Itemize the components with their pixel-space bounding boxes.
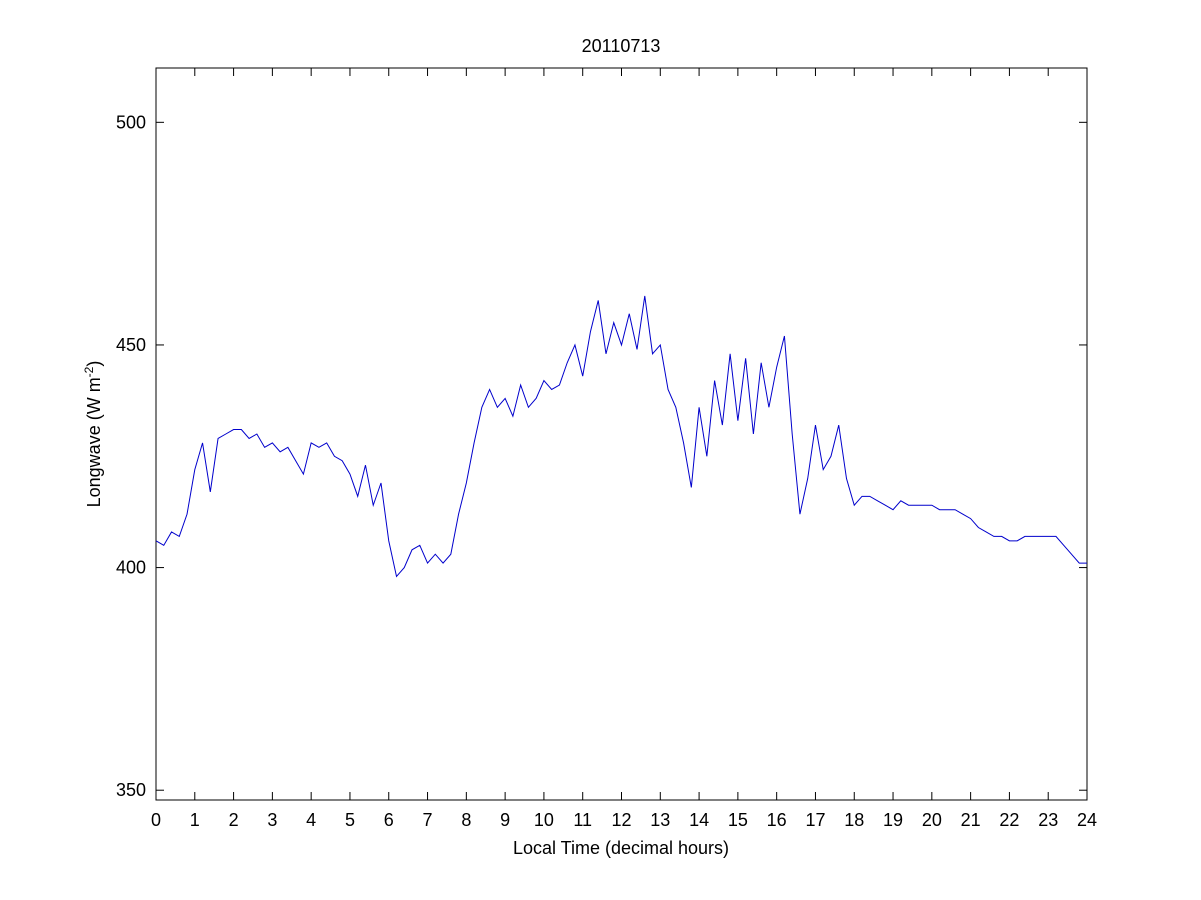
x-tick-label: 9	[500, 810, 510, 830]
y-axis-label-suffix: )	[84, 361, 104, 367]
x-axis-label: Local Time (decimal hours)	[513, 838, 729, 858]
y-tick-label: 350	[116, 780, 146, 800]
x-tick-label: 11	[573, 810, 592, 830]
x-tick-label: 22	[999, 810, 1019, 830]
x-tick-label: 7	[423, 810, 433, 830]
x-tick-label: 10	[534, 810, 554, 830]
x-tick-label: 12	[611, 810, 631, 830]
x-tick-label: 4	[306, 810, 316, 830]
x-tick-label: 0	[151, 810, 161, 830]
x-tick-label: 1	[190, 810, 200, 830]
x-tick-label: 16	[767, 810, 787, 830]
x-tick-label: 19	[883, 810, 903, 830]
y-tick-label: 400	[116, 558, 146, 578]
y-tick-label: 500	[116, 112, 146, 132]
y-tick-label: 450	[116, 335, 146, 355]
x-tick-label: 8	[461, 810, 471, 830]
data-line	[155, 295, 1087, 578]
plot-area	[155, 67, 1088, 801]
x-tick-label: 5	[345, 810, 355, 830]
x-tick-label: 20	[922, 810, 942, 830]
chart-title: 20110713	[582, 36, 661, 56]
x-tick-label: 6	[384, 810, 394, 830]
x-tick-label: 23	[1038, 810, 1058, 830]
x-tick-label: 2	[229, 810, 239, 830]
x-tick-label: 21	[961, 810, 981, 830]
y-axis-label-superscript: -2	[82, 366, 96, 377]
x-tick-label: 15	[728, 810, 748, 830]
y-axis-label-main: Longwave (W m	[84, 377, 104, 507]
x-tick-label: 3	[267, 810, 277, 830]
x-tick-label: 24	[1077, 810, 1097, 830]
x-tick-label: 17	[805, 810, 825, 830]
x-tick-label: 13	[650, 810, 670, 830]
y-axis-label: Longwave (W m-2)	[82, 361, 104, 508]
x-tick-label: 18	[844, 810, 864, 830]
x-tick-label: 14	[689, 810, 709, 830]
